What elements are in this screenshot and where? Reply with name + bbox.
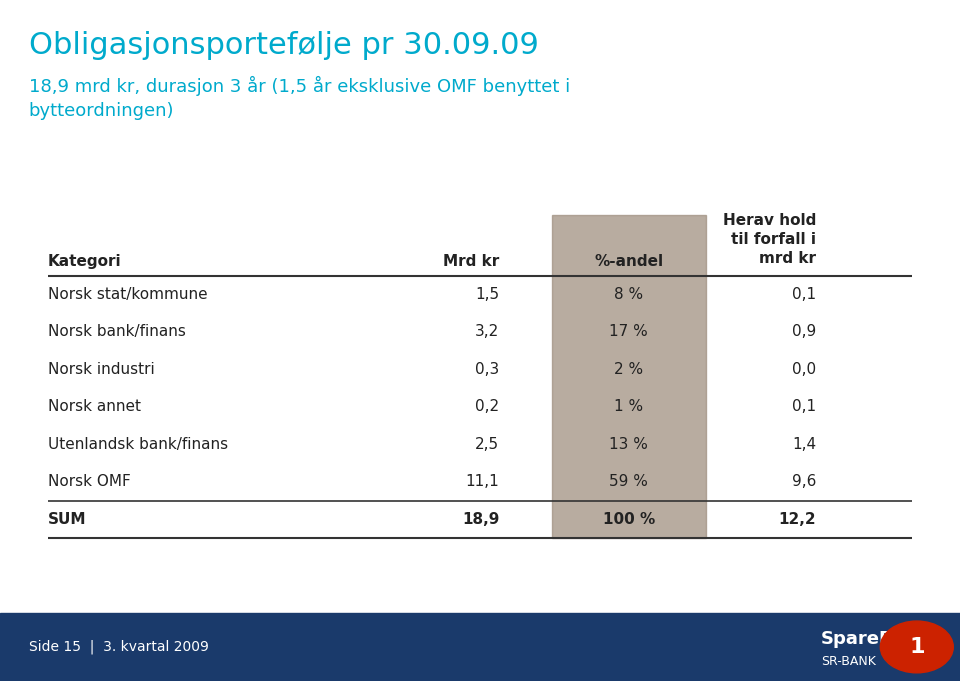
Text: 1,5: 1,5 (475, 287, 499, 302)
Bar (0, 613, 960, 681)
Text: Norsk stat/kommune: Norsk stat/kommune (48, 287, 207, 302)
Text: 11,1: 11,1 (466, 474, 499, 490)
Text: Norsk annet: Norsk annet (48, 399, 141, 415)
Text: Norsk OMF: Norsk OMF (48, 474, 131, 490)
Text: 0,3: 0,3 (475, 362, 499, 377)
Text: Herav hold
til forfall i
mrd kr: Herav hold til forfall i mrd kr (723, 213, 816, 266)
Text: 9,6: 9,6 (792, 474, 816, 490)
Text: 1 %: 1 % (614, 399, 643, 415)
Text: SR-BANK: SR-BANK (821, 655, 876, 669)
Text: Mrd kr: Mrd kr (443, 254, 499, 269)
Text: 18,9 mrd kr, durasjon 3 år (1,5 år eksklusive OMF benyttet i
bytteordningen): 18,9 mrd kr, durasjon 3 år (1,5 år ekskl… (29, 76, 570, 120)
Text: 8 %: 8 % (614, 287, 643, 302)
Text: 2 %: 2 % (614, 362, 643, 377)
Text: 12,2: 12,2 (779, 511, 816, 527)
Text: SUM: SUM (48, 511, 86, 527)
Text: 0,9: 0,9 (792, 324, 816, 340)
Text: Norsk bank/finans: Norsk bank/finans (48, 324, 186, 340)
Text: 17 %: 17 % (610, 324, 648, 340)
Text: %-andel: %-andel (594, 254, 663, 269)
Text: 0,1: 0,1 (792, 399, 816, 415)
Text: 13 %: 13 % (610, 437, 648, 452)
Text: 59 %: 59 % (610, 474, 648, 490)
Text: 0,0: 0,0 (792, 362, 816, 377)
Text: Utenlandsk bank/finans: Utenlandsk bank/finans (48, 437, 228, 452)
Circle shape (880, 621, 953, 673)
Text: 3,2: 3,2 (475, 324, 499, 340)
Text: 2,5: 2,5 (475, 437, 499, 452)
Bar (552, 215, 706, 538)
Text: 1,4: 1,4 (792, 437, 816, 452)
Text: 0,2: 0,2 (475, 399, 499, 415)
Text: Obligasjonsportefølje pr 30.09.09: Obligasjonsportefølje pr 30.09.09 (29, 31, 539, 60)
Text: Side 15  |  3. kvartal 2009: Side 15 | 3. kvartal 2009 (29, 639, 208, 654)
Text: SpareBank: SpareBank (821, 630, 930, 648)
Text: 0,1: 0,1 (792, 287, 816, 302)
Text: Kategori: Kategori (48, 254, 122, 269)
Text: 100 %: 100 % (603, 511, 655, 527)
Text: Norsk industri: Norsk industri (48, 362, 155, 377)
Text: 1: 1 (909, 637, 924, 657)
Text: 18,9: 18,9 (462, 511, 499, 527)
